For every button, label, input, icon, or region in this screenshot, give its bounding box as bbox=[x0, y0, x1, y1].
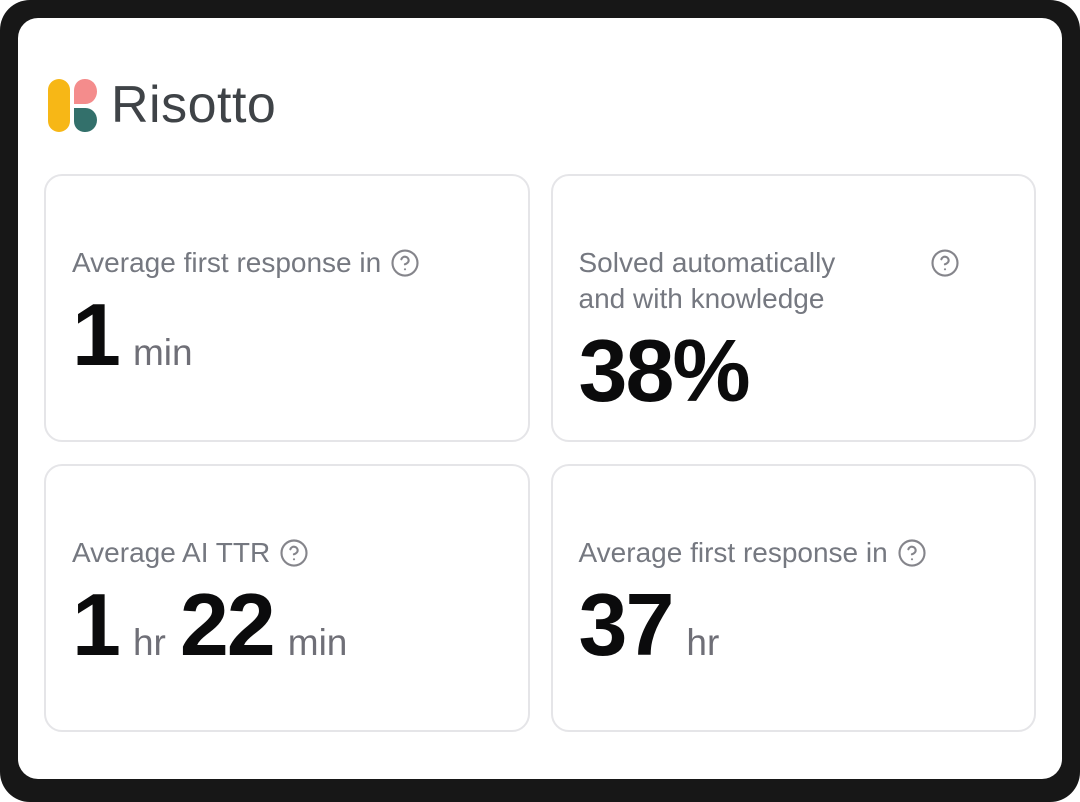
metric-value: 37 hr bbox=[579, 581, 1009, 669]
metric-label-line: Average AI TTR bbox=[72, 537, 271, 568]
metric-value-number: 1 bbox=[72, 575, 121, 674]
metric-label-line: and with knowledge bbox=[578, 283, 825, 314]
metric-label: Average AI TTR bbox=[72, 535, 270, 571]
metric-value-unit: hr bbox=[686, 622, 720, 663]
metric-label-row: Average AI TTR bbox=[72, 535, 502, 571]
metric-label-row: Average first response in bbox=[72, 245, 502, 281]
metric-value: 38% bbox=[579, 327, 1009, 415]
metric-card-avg-ai-ttr: Average AI TTR 1 hr 22 mi bbox=[44, 464, 530, 732]
metric-card-avg-first-response-hr: Average first response in 37 hr bbox=[550, 464, 1036, 732]
metrics-grid: Average first response in 1 min bbox=[44, 174, 1036, 732]
logo-pink-petal bbox=[74, 78, 97, 104]
brand-header: Risotto bbox=[48, 78, 1036, 132]
help-circle-icon[interactable] bbox=[897, 538, 927, 568]
metric-value: 1 min bbox=[72, 291, 502, 379]
help-circle-icon[interactable] bbox=[279, 538, 309, 568]
logo-teal-leaf bbox=[74, 107, 97, 132]
dashboard-panel: Risotto Average first response in bbox=[18, 18, 1062, 779]
help-circle-icon[interactable] bbox=[930, 248, 960, 278]
metric-value-number: 37 bbox=[578, 575, 675, 674]
metric-label: Average first response in bbox=[579, 535, 888, 571]
metric-value-unit: min bbox=[132, 332, 193, 373]
metric-value-number: 38% bbox=[578, 321, 751, 420]
metric-value-number: 1 bbox=[72, 285, 121, 384]
logo-yellow-pill bbox=[48, 78, 70, 132]
metric-label: Solved automatically and with knowledge bbox=[579, 245, 921, 317]
metric-card-solved-automatically: Solved automatically and with knowledge … bbox=[550, 174, 1036, 442]
metric-label-row: Average first response in bbox=[579, 535, 1009, 571]
metric-label-line: Solved automatically bbox=[578, 247, 836, 278]
risotto-logo-icon bbox=[48, 78, 98, 132]
metric-label-row: Solved automatically and with knowledge bbox=[579, 245, 1009, 317]
metric-value-unit: min bbox=[287, 622, 348, 663]
metric-value: 1 hr 22 min bbox=[72, 581, 502, 669]
metric-label-line: Average first response in bbox=[578, 537, 888, 568]
metric-label-line: Average first response in bbox=[72, 247, 382, 278]
metric-value-number: 22 bbox=[179, 575, 276, 674]
metric-value-unit: hr bbox=[132, 622, 166, 663]
metric-card-avg-first-response-min: Average first response in 1 min bbox=[44, 174, 530, 442]
help-circle-icon[interactable] bbox=[390, 248, 420, 278]
brand-name: Risotto bbox=[111, 76, 277, 134]
metric-label: Average first response in bbox=[72, 245, 381, 281]
